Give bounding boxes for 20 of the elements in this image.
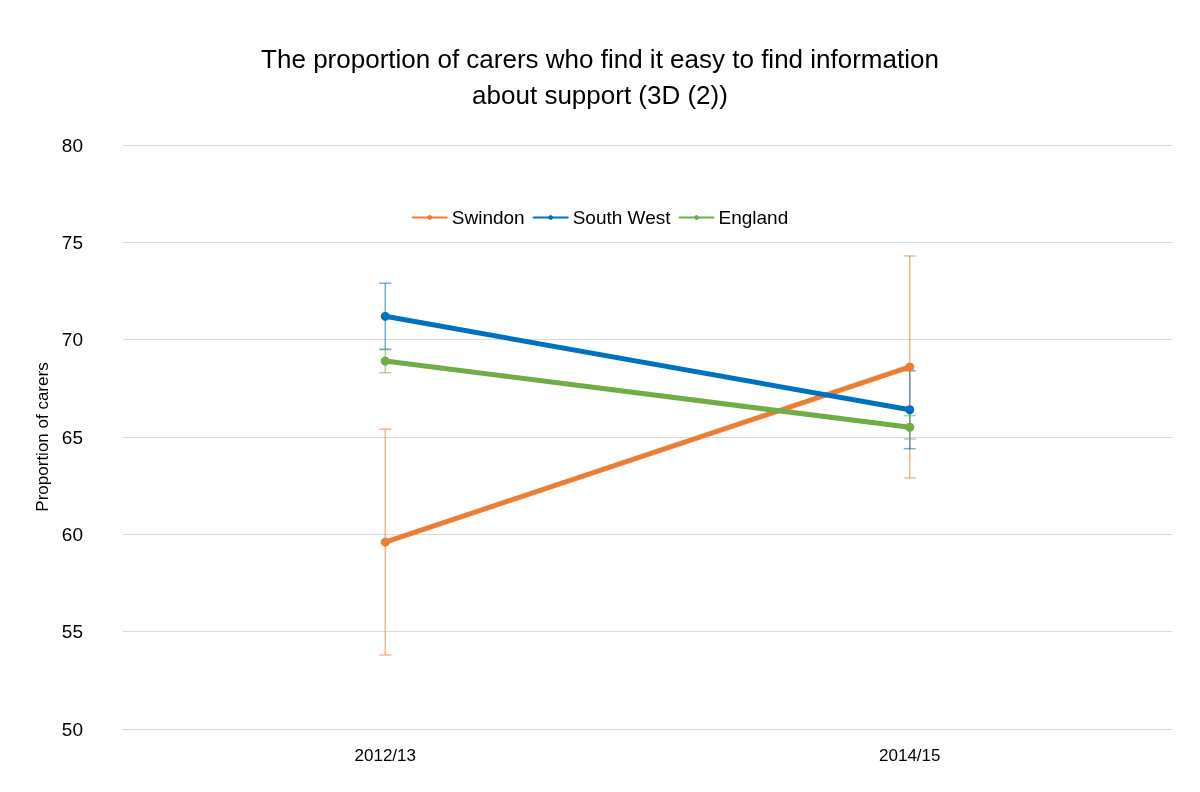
y-tick-label: 75 <box>61 231 83 253</box>
point <box>905 362 915 372</box>
y-axis-title: Proportion of carers <box>32 362 52 512</box>
chart-title: The proportion of carers who find it easy to find information about support (3D (2)) <box>261 44 939 110</box>
x-tick-label: 2012/13 <box>354 746 416 765</box>
y-tick-label: 50 <box>61 718 83 740</box>
legend-label: England <box>718 207 789 228</box>
y-tick-label: 65 <box>61 426 83 448</box>
point <box>905 422 915 432</box>
legend-label: South West <box>572 207 672 228</box>
y-tick-label: 55 <box>61 621 83 643</box>
x-tick-label: 2014/15 <box>879 746 941 765</box>
legend-label: Swindon <box>451 207 525 228</box>
point <box>380 537 390 547</box>
y-tick-label: 60 <box>61 523 83 545</box>
point <box>380 356 390 366</box>
y-tick-label: 80 <box>61 134 83 156</box>
point <box>905 405 915 415</box>
point <box>380 311 390 321</box>
y-tick-label: 70 <box>61 329 83 351</box>
